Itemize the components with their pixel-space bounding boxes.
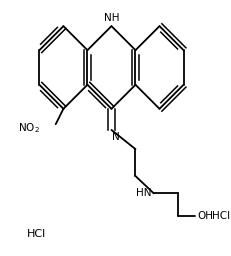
Text: NH: NH bbox=[103, 13, 119, 23]
Text: OH: OH bbox=[196, 211, 212, 221]
Text: HN: HN bbox=[136, 188, 151, 198]
Text: HCl: HCl bbox=[27, 229, 46, 239]
Text: N: N bbox=[112, 132, 120, 142]
Text: HCl: HCl bbox=[211, 211, 229, 221]
Text: NO$_2$: NO$_2$ bbox=[18, 121, 40, 135]
